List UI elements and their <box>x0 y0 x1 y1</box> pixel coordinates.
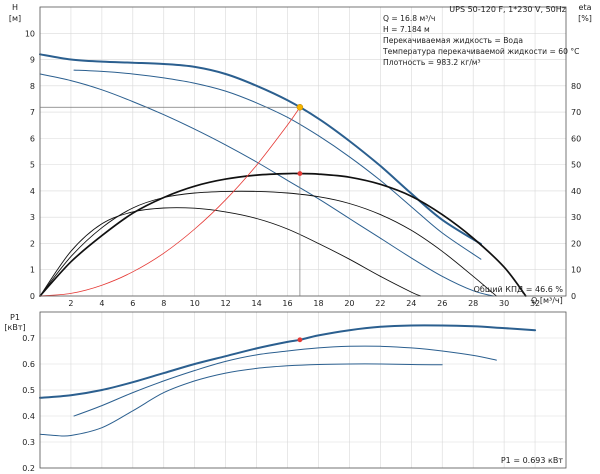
y-right-tick-label: 20 <box>571 239 581 248</box>
head-plot-frame <box>39 6 567 297</box>
x-tick-label: 30 <box>499 299 509 308</box>
x-tick-label: 22 <box>375 299 385 308</box>
x-tick-label: 12 <box>221 299 231 308</box>
y-right-tick-label: 10 <box>571 266 581 275</box>
y-left-tick-label: 5 <box>30 161 35 170</box>
power-y-label-unit: [кВт] <box>4 323 25 332</box>
x-tick-label: 32 <box>530 299 540 308</box>
x-tick-label: 6 <box>130 299 135 308</box>
efficiency-curve <box>39 207 422 297</box>
duty-point-marker <box>296 104 304 111</box>
x-tick-label: 18 <box>313 299 323 308</box>
info-line-temperature: Температура перекачиваемой жидкости = 60… <box>382 47 579 56</box>
y-right-tick-label: 0 <box>571 292 576 301</box>
y-left-label-unit: [м] <box>9 14 21 23</box>
power-y-tick-label: 0.4 <box>22 412 35 421</box>
x-tick-label: 2 <box>68 299 73 308</box>
y-right-tick-label: 50 <box>571 161 581 170</box>
power-plot-frame <box>39 311 567 469</box>
head-curve <box>39 53 482 245</box>
power-point-marker <box>297 337 303 343</box>
head-curve <box>39 73 494 297</box>
x-tick-label: 4 <box>99 299 104 308</box>
y-left-tick-label: 6 <box>30 134 35 143</box>
y-right-label-unit: [%] <box>578 14 592 23</box>
chart-title: UPS 50-120 F, 1*230 V, 50Hz <box>449 5 566 14</box>
power-y-tick-label: 0.5 <box>22 386 35 395</box>
x-tick-label: 8 <box>161 299 166 308</box>
power-annotation: P1 = 0.693 кВт <box>501 456 563 465</box>
curves <box>39 53 537 437</box>
efficiency-point-marker <box>297 171 303 176</box>
power-y-tick-label: 0.7 <box>22 334 35 343</box>
x-tick-label: 20 <box>344 299 354 308</box>
x-tick-label: 10 <box>190 299 200 308</box>
power-curve <box>73 345 497 417</box>
power-curve <box>39 363 443 437</box>
y-left-tick-label: 9 <box>30 56 35 65</box>
y-right-tick-label: 80 <box>571 82 581 91</box>
y-right-label-name: eta <box>579 3 592 12</box>
y-right-tick-label: 30 <box>571 213 581 222</box>
axes <box>39 6 567 469</box>
y-right-tick-label: 70 <box>571 108 581 117</box>
info-line-flow: Q = 16.8 м³/ч <box>383 14 435 23</box>
x-tick-label: 26 <box>437 299 447 308</box>
y-left-tick-label: 0 <box>30 292 35 301</box>
power-y-tick-label: 0.3 <box>22 438 35 447</box>
info-line-liquid: Перекачиваемая жидкость = Вода <box>383 36 523 45</box>
efficiency-annotation: Общий КПД = 46.6 % <box>474 285 564 294</box>
y-right-tick-label: 60 <box>571 134 581 143</box>
x-axis-label: Q [м³/ч] <box>531 296 563 305</box>
y-left-label-name: H <box>12 3 18 12</box>
power-y-tick-label: 0.2 <box>22 464 35 473</box>
efficiency-curve <box>39 172 527 297</box>
x-tick-label: 24 <box>406 299 416 308</box>
x-tick-label: 14 <box>251 299 261 308</box>
info-line-head: H = 7.184 м <box>383 25 430 34</box>
y-left-tick-label: 4 <box>30 187 35 196</box>
y-left-tick-label: 10 <box>25 29 35 38</box>
x-tick-label: 28 <box>468 299 478 308</box>
y-left-tick-label: 8 <box>30 82 35 91</box>
power-curve <box>39 324 537 399</box>
power-y-label-name: P1 <box>10 313 20 322</box>
grid <box>39 7 566 469</box>
system-curve <box>39 106 301 297</box>
y-left-tick-label: 3 <box>30 213 35 222</box>
labels: UPS 50-120 F, 1*230 V, 50Hz Q = 16.8 м³/… <box>4 3 592 465</box>
y-left-tick-label: 2 <box>30 239 35 248</box>
points <box>296 104 304 343</box>
power-y-tick-label: 0.6 <box>22 360 35 369</box>
x-tick-label: 16 <box>282 299 292 308</box>
y-left-tick-label: 1 <box>30 266 35 275</box>
tick-labels: 2 4 6 8 10 12 14 16 18 20 22 24 26 28 30 32012345678910… <box>22 29 581 473</box>
info-line-density: Плотность = 983.2 кг/м³ <box>383 58 481 67</box>
y-left-tick-label: 7 <box>30 108 35 117</box>
y-right-tick-label: 40 <box>571 187 581 196</box>
head-curve <box>73 69 482 260</box>
